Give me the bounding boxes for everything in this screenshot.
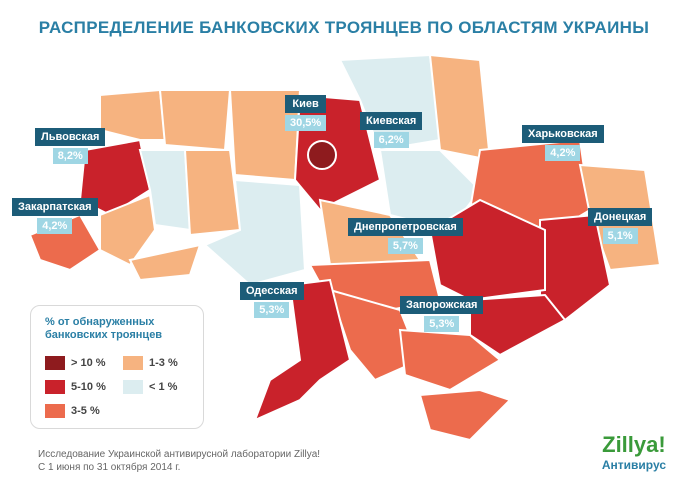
- callout-value: 4,2%: [545, 145, 581, 161]
- region: [138, 149, 192, 232]
- callout-name: Киевская: [360, 112, 423, 130]
- legend-swatch: [45, 404, 65, 418]
- callout-value: 5,3%: [254, 302, 290, 318]
- footer-line: С 1 июня по 31 октября 2014 г.: [38, 462, 181, 473]
- legend-item: 3-5 %: [45, 404, 100, 418]
- legend-swatch: [123, 356, 143, 370]
- callout-value: 8,2%: [52, 148, 88, 164]
- callout: Киевская 6,2%: [360, 112, 423, 148]
- callout: Харьковская 4,2%: [522, 125, 604, 161]
- callout: Закарпатская 4,2%: [12, 198, 98, 234]
- region: [158, 89, 232, 152]
- region: [418, 388, 512, 442]
- legend-item: > 10 %: [45, 356, 106, 370]
- callout-name: Донецкая: [588, 208, 653, 226]
- callout-name: Днепропетровская: [348, 218, 463, 236]
- region: [128, 243, 202, 282]
- region: [469, 293, 567, 357]
- logo-subtitle: Антивирус: [601, 458, 666, 472]
- callout-value: 5,7%: [387, 238, 423, 254]
- legend-item: 5-10 %: [45, 380, 106, 394]
- legend-swatch: [45, 356, 65, 370]
- callout-value: 5,1%: [602, 228, 638, 244]
- callout-value: 30,5%: [285, 115, 327, 131]
- region: [398, 328, 502, 392]
- callout: Донецкая 5,1%: [588, 208, 653, 244]
- legend-label: 1-3 %: [149, 357, 178, 369]
- logo-brand: Zillya!: [602, 432, 666, 457]
- callout-name: Закарпатская: [12, 198, 98, 216]
- footer: Исследование Украинской антивирусной лаб…: [38, 448, 320, 474]
- region: [253, 278, 352, 422]
- region: [99, 88, 167, 141]
- legend-label: > 10 %: [71, 357, 106, 369]
- callout: Киев 30,5%: [285, 95, 327, 131]
- callout-value: 4,2%: [37, 218, 73, 234]
- callout-name: Львовская: [35, 128, 106, 146]
- kyiv-city: [307, 140, 337, 170]
- callout-name: Киев: [285, 95, 327, 113]
- callout: Львовская 8,2%: [35, 128, 106, 164]
- legend: % от обнаруженных банковских троянцев > …: [30, 305, 204, 429]
- legend-label: 5-10 %: [71, 381, 106, 393]
- footer-line: Исследование Украинской антивирусной лаб…: [38, 449, 321, 460]
- callout-value: 5,3%: [424, 316, 460, 332]
- callout: Одесская 5,3%: [240, 282, 304, 318]
- callout-name: Харьковская: [522, 125, 604, 143]
- region: [183, 149, 242, 237]
- region: [99, 193, 157, 267]
- legend-title: % от обнаруженных банковских троянцев: [45, 316, 163, 341]
- legend-swatch: [123, 380, 143, 394]
- callout: Днепропетровская 5,7%: [348, 218, 463, 254]
- region: [428, 53, 492, 162]
- legend-label: 3-5 %: [71, 405, 100, 417]
- legend-label: < 1 %: [149, 381, 178, 393]
- legend-item: < 1 %: [123, 380, 177, 394]
- callout: Запорожская 5,3%: [400, 296, 484, 332]
- legend-item: 1-3 %: [123, 356, 178, 370]
- region: [328, 288, 422, 382]
- logo: Zillya! Антивирус: [602, 432, 666, 472]
- title: РАСПРЕДЕЛЕНИЕ БАНКОВСКИХ ТРОЯНЦЕВ ПО ОБЛ…: [38, 18, 650, 37]
- callout-name: Запорожская: [400, 296, 484, 314]
- callout-value: 6,2%: [373, 132, 409, 148]
- legend-swatch: [45, 380, 65, 394]
- callout-name: Одесская: [240, 282, 304, 300]
